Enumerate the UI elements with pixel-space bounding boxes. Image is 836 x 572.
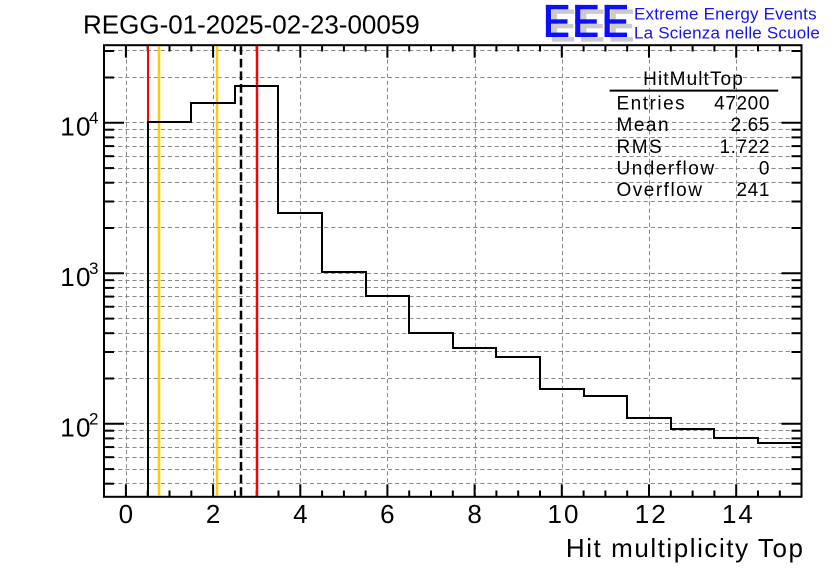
svg-text:RMS: RMS — [617, 137, 664, 158]
svg-text:2: 2 — [89, 409, 98, 428]
svg-text:HitMultTop: HitMultTop — [643, 69, 744, 90]
svg-text:4: 4 — [89, 108, 98, 127]
svg-text:REGG-01-2025-02-23-00059: REGG-01-2025-02-23-00059 — [83, 10, 420, 40]
svg-text:3: 3 — [89, 259, 98, 278]
svg-text:6: 6 — [380, 499, 394, 529]
svg-text:10: 10 — [548, 499, 581, 529]
svg-text:241: 241 — [736, 180, 770, 201]
svg-text:Mean: Mean — [617, 115, 671, 136]
svg-text:0: 0 — [119, 499, 133, 529]
svg-text:12: 12 — [635, 499, 668, 529]
svg-text:1.722: 1.722 — [719, 137, 770, 158]
svg-text:8: 8 — [467, 499, 481, 529]
svg-text:Underflow: Underflow — [617, 158, 716, 179]
svg-text:10: 10 — [60, 412, 91, 442]
svg-text:4: 4 — [293, 499, 307, 529]
svg-text:0: 0 — [759, 158, 770, 179]
svg-text:47200: 47200 — [714, 94, 770, 115]
svg-text:14: 14 — [722, 499, 755, 529]
svg-text:10: 10 — [60, 262, 91, 292]
svg-text:2: 2 — [206, 499, 220, 529]
svg-text:Hit multiplicity Top: Hit multiplicity Top — [566, 533, 805, 563]
svg-text:2.65: 2.65 — [731, 115, 770, 136]
svg-text:10: 10 — [60, 111, 91, 141]
svg-text:La Scienza nelle Scuole: La Scienza nelle Scuole — [634, 24, 820, 43]
svg-text:Extreme Energy Events: Extreme Energy Events — [634, 5, 817, 24]
svg-text:Overflow: Overflow — [617, 180, 704, 201]
svg-text:Entries: Entries — [617, 94, 687, 115]
